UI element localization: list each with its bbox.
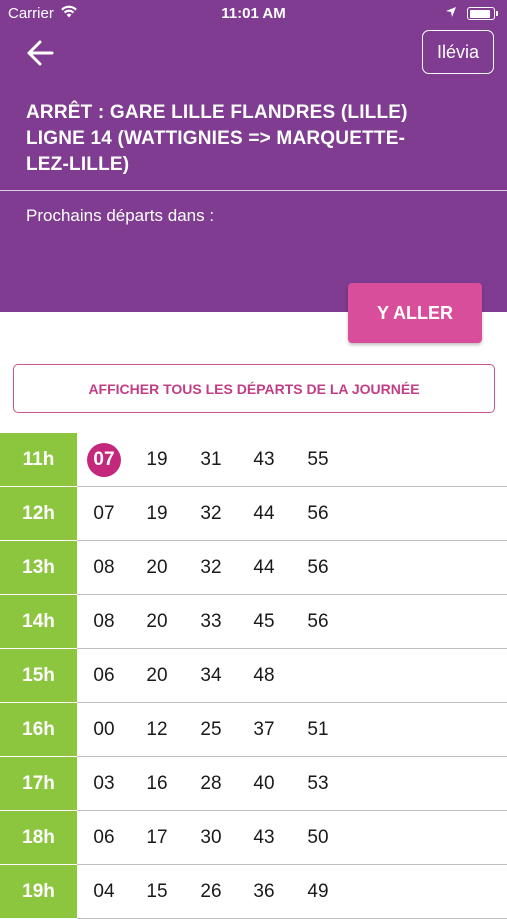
departure-minute: 25: [200, 719, 222, 740]
departure-minute: 07: [93, 503, 115, 524]
departure-minute: 33: [200, 611, 222, 632]
carrier-label: Carrier: [8, 5, 54, 22]
timetable-row: 15h 06 20 34 48: [0, 649, 507, 703]
departure-minute: 44: [253, 557, 275, 578]
ilevia-brand-button[interactable]: Ilévia: [422, 30, 494, 74]
departure-minute: 51: [307, 719, 329, 740]
hour-cell: 14h: [0, 595, 77, 649]
timetable: 11h 07 19 31 43 55 12h 07 19 32 44 56 13h 08 20 32 44 56 1…: [0, 433, 507, 919]
battery-level: [469, 9, 491, 18]
departure-minute: 06: [93, 827, 115, 848]
departure-minute: 26: [200, 881, 222, 902]
departure-minute: 55: [307, 449, 329, 470]
hour-cell: 18h: [0, 811, 77, 865]
status-bar: Carrier 11:01 AM: [0, 0, 507, 28]
location-arrow-icon: [445, 5, 457, 22]
departure-minute: 43: [253, 449, 275, 470]
departure-minute: 04: [93, 881, 115, 902]
departure-minute: 56: [307, 503, 329, 524]
header-divider: [0, 190, 507, 191]
wifi-icon: [60, 5, 78, 22]
departure-minute: 20: [146, 665, 168, 686]
departure-minute: 53: [307, 773, 329, 794]
back-button[interactable]: [22, 36, 58, 70]
back-arrow-icon: [27, 40, 54, 66]
departure-minute: 49: [307, 881, 329, 902]
departure-minute: 44: [253, 503, 275, 524]
departure-minute: 16: [146, 773, 168, 794]
departure-minute: 36: [253, 881, 275, 902]
departure-minute: 45: [253, 611, 275, 632]
hour-cell: 12h: [0, 487, 77, 541]
timetable-row: 18h 06 17 30 43 50: [0, 811, 507, 865]
departure-minute: 17: [146, 827, 168, 848]
hour-cell: 19h: [0, 865, 77, 919]
line-info: LIGNE 14 (WATTIGNIES => MARQUETTE-: [26, 128, 406, 149]
hour-cell: 11h: [0, 433, 77, 487]
departure-minute: 32: [200, 557, 222, 578]
departure-minute: 03: [93, 773, 115, 794]
show-all-departures-button[interactable]: AFFICHER TOUS LES DÉPARTS DE LA JOURNÉE: [13, 364, 495, 413]
departure-minute: 08: [93, 611, 115, 632]
next-departures-label: Prochains départs dans :: [26, 206, 215, 225]
departure-minute: 31: [200, 449, 222, 470]
departure-minute: 37: [253, 719, 275, 740]
line-info-continued: LEZ-LILLE): [26, 154, 130, 175]
departure-minute: 15: [146, 881, 168, 902]
timetable-row: 14h 08 20 33 45 56: [0, 595, 507, 649]
stop-title: ARRÊT : GARE LILLE FLANDRES (LILLE) LIGN…: [26, 100, 486, 178]
departure-minute: 20: [146, 611, 168, 632]
departure-minute: 48: [253, 665, 275, 686]
departure-minute: 30: [200, 827, 222, 848]
header: Carrier 11:01 AM Ilévia A: [0, 0, 507, 312]
hour-cell: 13h: [0, 541, 77, 595]
departure-minute: 12: [146, 719, 168, 740]
hour-cell: 17h: [0, 757, 77, 811]
departure-minute: 43: [253, 827, 275, 848]
departure-minute: 56: [307, 557, 329, 578]
timetable-row: 19h 04 15 26 36 49: [0, 865, 507, 919]
hour-cell: 15h: [0, 649, 77, 703]
status-right: [445, 5, 498, 22]
departure-minute: 56: [307, 611, 329, 632]
battery-icon: [467, 7, 498, 20]
departure-minute: 19: [146, 449, 168, 470]
departure-minute: 08: [93, 557, 115, 578]
departure-minute: 34: [200, 665, 222, 686]
departure-minute: 20: [146, 557, 168, 578]
timetable-row: 16h 00 12 25 37 51: [0, 703, 507, 757]
status-time: 11:01 AM: [221, 5, 286, 22]
timetable-row: 11h 07 19 31 43 55: [0, 433, 507, 487]
departure-minute: 19: [146, 503, 168, 524]
status-left: Carrier: [8, 5, 78, 22]
departure-minute: 32: [200, 503, 222, 524]
departure-minute: 06: [93, 665, 115, 686]
hour-cell: 16h: [0, 703, 77, 757]
stop-name: ARRÊT : GARE LILLE FLANDRES (LILLE): [26, 102, 408, 123]
timetable-row: 17h 03 16 28 40 53: [0, 757, 507, 811]
next-departure-minute: 07: [87, 443, 121, 477]
departure-minute: 00: [93, 719, 115, 740]
departure-minute: 40: [253, 773, 275, 794]
departure-minute: 28: [200, 773, 222, 794]
timetable-row: 13h 08 20 32 44 56: [0, 541, 507, 595]
timetable-row: 12h 07 19 32 44 56: [0, 487, 507, 541]
go-button[interactable]: Y ALLER: [348, 283, 482, 343]
departure-minute: 50: [307, 827, 329, 848]
